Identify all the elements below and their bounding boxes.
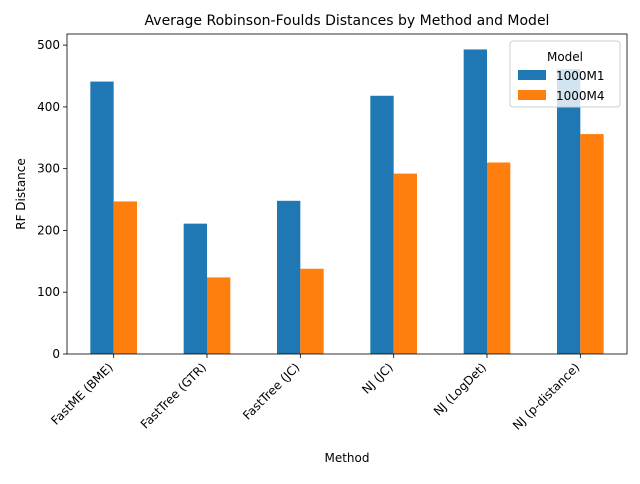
y-tick-label: 0 [52, 347, 60, 361]
y-tick-label: 200 [37, 223, 60, 237]
legend-label-1000M1: 1000M1 [556, 69, 605, 83]
x-tick-label: NJ (JC) [359, 360, 396, 397]
y-axis: 0 100 200 300 400 500 [37, 38, 67, 361]
y-tick-label: 400 [37, 100, 60, 114]
bar-1000M4-3 [393, 173, 417, 354]
y-tick-label: 100 [37, 285, 60, 299]
bar-1000M4-4 [487, 162, 511, 354]
x-axis: FastME (BME) FastTree (GTR) FastTree (JC) N… [48, 354, 582, 433]
y-tick-label: 300 [37, 162, 60, 176]
bar-1000M4-0 [113, 201, 137, 354]
bar-1000M1-1 [183, 223, 207, 354]
x-axis-label: Method [324, 451, 369, 465]
legend-title: Model [547, 50, 583, 64]
x-tick-label: FastTree (JC) [240, 360, 302, 422]
y-tick-label: 500 [37, 38, 60, 52]
bar-1000M1-0 [90, 81, 114, 354]
plot-frame [66, 33, 628, 355]
bars-group [90, 49, 604, 355]
legend: Model 1000M1 1000M4 [509, 40, 621, 108]
bar-1000M1-3 [370, 95, 394, 354]
legend-swatch-1000M4 [518, 90, 546, 100]
chart-title: Average Robinson-Foulds Distances by Met… [145, 13, 550, 29]
x-tick-label: NJ (p-distance) [510, 360, 582, 432]
bar-1000M4-5 [580, 134, 604, 354]
bar-1000M1-2 [277, 200, 301, 354]
x-tick-label: FastTree (GTR) [138, 360, 209, 431]
bar-1000M4-1 [207, 277, 231, 354]
legend-swatch-1000M1 [518, 70, 546, 80]
bar-1000M1-5 [557, 69, 581, 355]
bar-1000M1-4 [463, 49, 487, 354]
legend-label-1000M4: 1000M4 [556, 89, 605, 103]
x-tick-label: NJ (LogDet) [431, 360, 489, 418]
bar-1000M4-2 [300, 268, 324, 354]
y-axis-label: RF Distance [14, 158, 28, 230]
x-tick-label: FastME (BME) [48, 360, 115, 427]
